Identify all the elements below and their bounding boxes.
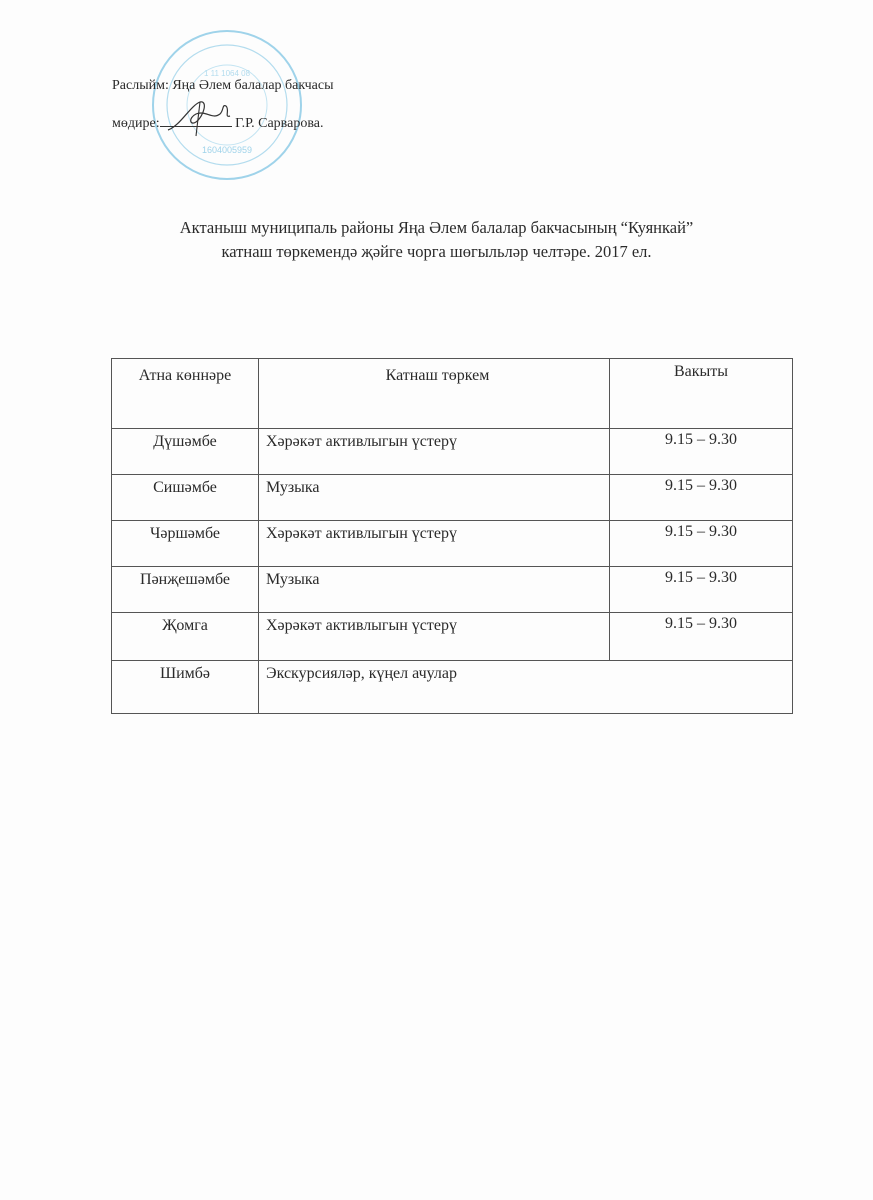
activity-cell: Хәрәкәт активлыгын үстерү bbox=[258, 612, 610, 661]
svg-text:1604005959: 1604005959 bbox=[202, 145, 252, 155]
time-cell: 9.15 – 9.30 bbox=[609, 474, 793, 521]
title-line-2: катнаш төркемендә җәйге чорга шөгыльләр … bbox=[221, 242, 652, 261]
table-row: Дүшәмбе Хәрәкәт активлыгын үстерү 9.15 –… bbox=[111, 428, 793, 475]
day-cell: Шимбә bbox=[111, 660, 259, 714]
time-cell: 9.15 – 9.30 bbox=[609, 566, 793, 613]
day-cell: Чәршәмбе bbox=[111, 520, 259, 567]
table-header-row: Атна көннәре Катнаш төркем Вакыты bbox=[111, 358, 793, 429]
table-row: Җомга Хәрәкәт активлыгын үстерү 9.15 – 9… bbox=[111, 612, 793, 661]
day-cell: Сишәмбе bbox=[111, 474, 259, 521]
approval-line: Раслыйм: Яңа Әлем балалар бакчасы bbox=[112, 78, 334, 93]
table-row: Сишәмбе Музыка 9.15 – 9.30 bbox=[111, 474, 793, 521]
schedule-table: Атна көннәре Катнаш төркем Вакыты Дүшәмб… bbox=[111, 358, 793, 714]
director-label: мөдире: bbox=[112, 116, 160, 131]
table-row: Чәршәмбе Хәрәкәт активлыгын үстерү 9.15 … bbox=[111, 520, 793, 567]
activity-cell: Экскурсияләр, күңел ачулар bbox=[258, 660, 793, 714]
director-signature-line: мөдире: Г.Р. Сарварова. bbox=[112, 114, 323, 132]
table-row: Пәнҗешәмбе Музыка 9.15 – 9.30 bbox=[111, 566, 793, 613]
activity-cell: Музыка bbox=[258, 566, 610, 613]
day-cell: Җомга bbox=[111, 612, 259, 661]
activity-cell: Музыка bbox=[258, 474, 610, 521]
table-row: Шимбә Экскурсияләр, күңел ачулар bbox=[111, 660, 793, 714]
director-name: Г.Р. Сарварова. bbox=[235, 116, 324, 131]
title-line-1: Актаныш муниципаль районы Яңа Әлем балал… bbox=[179, 218, 694, 237]
day-cell: Дүшәмбе bbox=[111, 428, 259, 475]
official-stamp: 1604005959 1 11 1064 08 bbox=[152, 30, 302, 180]
document-title: Актаныш муниципаль районы Яңа Әлем балал… bbox=[0, 216, 873, 264]
handwritten-signature bbox=[167, 101, 231, 137]
activity-cell: Хәрәкәт активлыгын үстерү bbox=[258, 428, 610, 475]
day-cell: Пәнҗешәмбе bbox=[111, 566, 259, 613]
signature-underline bbox=[159, 114, 232, 127]
time-cell: 9.15 – 9.30 bbox=[609, 520, 793, 567]
header-days: Атна көннәре bbox=[111, 358, 259, 429]
header-time: Вакыты bbox=[609, 358, 793, 429]
svg-text:1 11 1064 08: 1 11 1064 08 bbox=[204, 69, 251, 78]
time-cell: 9.15 – 9.30 bbox=[609, 612, 793, 661]
time-cell: 9.15 – 9.30 bbox=[609, 428, 793, 475]
activity-cell: Хәрәкәт активлыгын үстерү bbox=[258, 520, 610, 567]
header-group: Катнаш төркем bbox=[258, 358, 610, 429]
